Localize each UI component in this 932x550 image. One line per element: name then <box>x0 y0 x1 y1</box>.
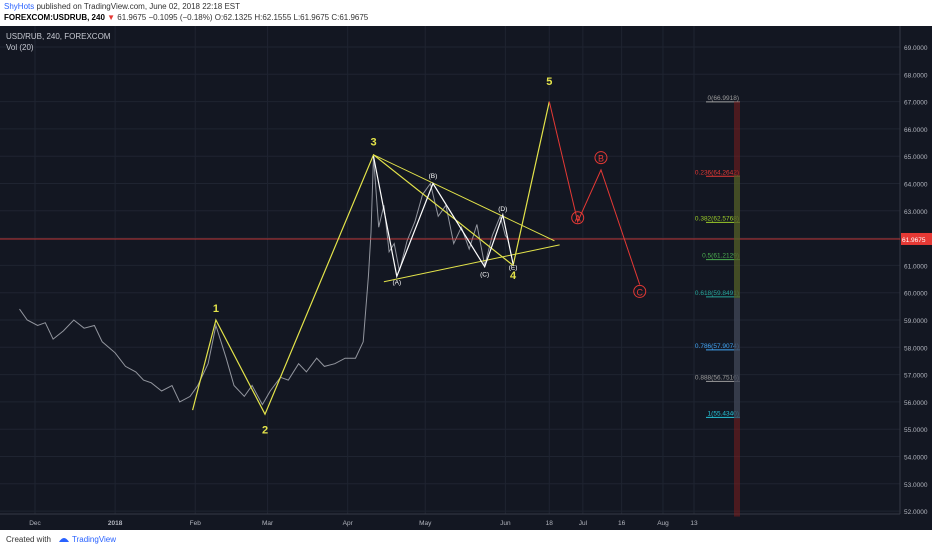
price-tick-label: 55.0000 <box>904 427 928 434</box>
price-axis <box>900 26 932 530</box>
price-series-line <box>19 156 509 406</box>
triangle-wave-line <box>372 156 514 279</box>
price-tick-label: 58.0000 <box>904 345 928 352</box>
price-tick-label: 53.0000 <box>904 482 928 489</box>
time-tick-label: Apr <box>343 520 354 527</box>
publish-header: ShyHots published on TradingView.com, Ju… <box>0 0 932 26</box>
high-value: H:62.1555 <box>254 13 292 22</box>
created-with-text: Created with <box>6 535 51 544</box>
abc-label: A <box>575 214 581 224</box>
fib-level-label: 0.382(62.5768) <box>695 215 739 222</box>
price-tick-label: 60.0000 <box>904 291 928 298</box>
fib-level-label: 0.786(57.9074) <box>695 343 739 350</box>
price-tick-label: 56.0000 <box>904 400 928 407</box>
time-tick-label: 18 <box>546 520 554 527</box>
price-tick-label: 59.0000 <box>904 318 928 325</box>
fib-level-label: 0.236(64.2642) <box>695 169 739 176</box>
fib-level-label: 1(55.4340) <box>708 410 739 417</box>
open-value: O:62.1325 <box>214 13 253 22</box>
time-tick-label: Jun <box>500 520 511 527</box>
elliott-wave-line <box>192 101 550 416</box>
legend-volume: Vol (20) <box>6 43 34 52</box>
abc-label-circle <box>594 151 608 165</box>
triangle-lower-trendline <box>383 244 560 283</box>
price-tick-label: 65.0000 <box>904 154 928 161</box>
current-price-badge <box>901 232 932 245</box>
time-tick-label: Aug <box>657 520 669 527</box>
tradingview-brand[interactable]: TradingView <box>72 535 117 544</box>
low-value: L:61.9675 <box>293 13 330 22</box>
triangle-label: (C) <box>480 271 489 278</box>
close-value: C:61.9675 <box>331 13 369 22</box>
price-tick-label: 57.0000 <box>904 373 928 380</box>
time-tick-label: Dec <box>29 520 41 527</box>
fib-level-label: 0.888(56.7516) <box>695 374 739 381</box>
time-tick-label: 2018 <box>108 520 123 527</box>
author-link[interactable]: ShyHots <box>4 2 35 11</box>
fib-zone-blue <box>734 298 740 419</box>
chart-legend: USD/RUB, 240, FOREXCOM Vol (20) <box>6 31 110 53</box>
wave-label: 2 <box>262 424 268 436</box>
triangle-upper-trendline <box>373 154 555 242</box>
last-price: 61.9675 <box>117 13 147 22</box>
time-tick-label: May <box>419 520 432 527</box>
abc-label: B <box>598 154 604 164</box>
published-text: published on TradingView.com, June 02, 2… <box>36 2 241 11</box>
fib-level-label: 0.5(61.2129) <box>702 253 739 260</box>
abc-label: C <box>636 287 643 297</box>
current-price-label: 61.9675 <box>902 237 926 244</box>
wave-label: 1 <box>213 303 219 315</box>
legend-title: USD/RUB, 240, FOREXCOM <box>6 32 111 41</box>
price-chart[interactable]: 69.0000 68.0000 67.0000 66.0000 65.0000 64.00… <box>0 26 932 530</box>
time-tick-label: 13 <box>690 520 698 527</box>
symbol-label: FOREXCOM:USDRUB, 240 <box>4 13 105 22</box>
price-tick-label: 52.0000 <box>904 509 928 516</box>
price-tick-label: 69.0000 <box>904 45 928 52</box>
price-change: −0.1095 (−0.18%) <box>148 13 213 22</box>
price-tick-label: 67.0000 <box>904 100 928 107</box>
wave-label: 4 <box>510 270 517 282</box>
fib-level-label: 0.618(59.8491) <box>695 290 739 297</box>
time-tick-label: 16 <box>618 520 626 527</box>
wave-label: 3 <box>370 136 376 148</box>
abc-label-circle <box>571 211 585 225</box>
fib-zone-green <box>734 175 740 299</box>
publish-info: ShyHots published on TradingView.com, Ju… <box>4 2 240 11</box>
price-tick-label: 64.0000 <box>904 182 928 189</box>
triangle-label: (D) <box>498 206 507 213</box>
abc-label-circle <box>633 284 647 298</box>
price-tick-label: 54.0000 <box>904 455 928 462</box>
price-tick-label: 61.0000 <box>904 263 928 270</box>
tradingview-logo-icon <box>59 538 69 542</box>
triangle-label: (A) <box>392 280 401 287</box>
down-arrow-icon: ▼ <box>107 13 116 22</box>
price-tick-label: 63.0000 <box>904 209 928 216</box>
time-tick-label: Jul <box>579 520 588 527</box>
triangle-label: (B) <box>429 173 438 180</box>
triangle-label: (E) <box>509 264 518 271</box>
price-tick-label: 68.0000 <box>904 72 928 79</box>
time-tick-label: Mar <box>262 520 274 527</box>
wave-label: 5 <box>546 76 552 88</box>
time-tick-label: Feb <box>190 520 202 527</box>
ohlc-info: FOREXCOM:USDRUB, 240 ▼ 61.9675 −0.1095 (… <box>4 13 368 22</box>
chart-area[interactable]: 69.0000 68.0000 67.0000 66.0000 65.0000 64.00… <box>0 26 932 530</box>
fib-level-label: 0(66.9918) <box>708 95 739 102</box>
footer: Created with TradingView <box>0 530 932 550</box>
price-tick-label: 66.0000 <box>904 127 928 134</box>
projection-line <box>548 101 641 285</box>
